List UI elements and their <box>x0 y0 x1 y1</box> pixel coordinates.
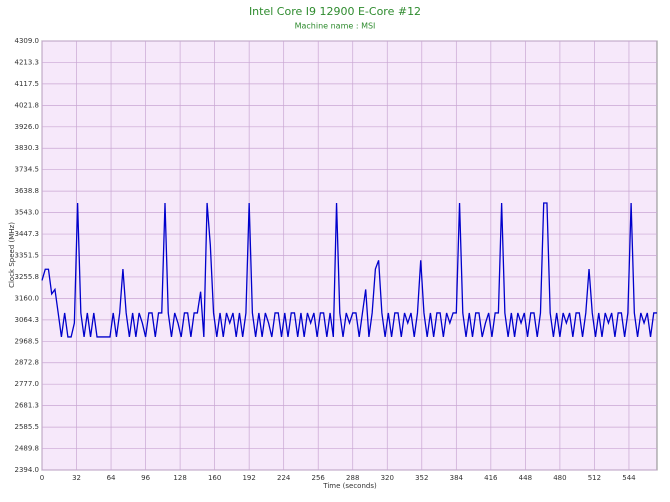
x-tick-label: 544 <box>622 474 636 482</box>
chart-subtitle: Machine name : MSI <box>295 22 376 31</box>
x-tick-label: 96 <box>141 474 150 482</box>
y-tick-label: 3064.3 <box>15 316 40 324</box>
x-tick-label: 384 <box>450 474 464 482</box>
x-tick-label: 192 <box>242 474 255 482</box>
chart-title: Intel Core I9 12900 E-Core #12 <box>249 5 421 18</box>
y-tick-label: 3830.3 <box>15 144 40 152</box>
x-tick-label: 448 <box>519 474 532 482</box>
x-tick-label: 64 <box>107 474 116 482</box>
x-tick-label: 320 <box>381 474 394 482</box>
x-tick-label: 352 <box>415 474 428 482</box>
y-tick-label: 3734.5 <box>15 166 40 174</box>
y-axis-label: Clock Speed (MHz) <box>8 222 16 288</box>
x-axis-label: Time (seconds) <box>322 482 377 490</box>
y-tick-label: 4309.0 <box>15 37 40 45</box>
x-tick-label: 512 <box>588 474 601 482</box>
y-tick-label: 2585.5 <box>15 423 40 431</box>
y-tick-label: 3447.3 <box>15 230 40 238</box>
y-tick-label: 3255.8 <box>15 273 40 281</box>
x-tick-label: 480 <box>553 474 566 482</box>
x-tick-label: 128 <box>173 474 186 482</box>
y-tick-label: 3543.0 <box>15 209 40 217</box>
y-tick-label: 3351.5 <box>15 252 40 260</box>
y-tick-label: 3926.0 <box>15 123 40 131</box>
x-tick-label: 256 <box>312 474 326 482</box>
x-tick-label: 160 <box>208 474 221 482</box>
y-tick-label: 4117.5 <box>15 80 40 88</box>
y-tick-label: 2872.8 <box>15 359 40 367</box>
x-tick-label: 32 <box>72 474 81 482</box>
y-tick-label: 2968.5 <box>15 337 40 345</box>
y-tick-label: 3638.8 <box>15 187 40 195</box>
y-tick-label: 4213.3 <box>15 58 40 66</box>
y-tick-label: 4021.8 <box>15 101 40 109</box>
y-tick-label: 3160.0 <box>15 294 40 302</box>
x-tick-label: 224 <box>277 474 291 482</box>
y-tick-label: 2777.0 <box>15 380 40 388</box>
data-line <box>41 202 657 338</box>
y-tick-label: 2394.0 <box>15 466 40 474</box>
y-tick-label: 2681.3 <box>15 402 40 410</box>
x-tick-label: 0 <box>40 474 44 482</box>
y-tick-label: 2489.8 <box>15 445 40 453</box>
x-tick-label: 416 <box>484 474 498 482</box>
x-tick-label: 288 <box>346 474 359 482</box>
